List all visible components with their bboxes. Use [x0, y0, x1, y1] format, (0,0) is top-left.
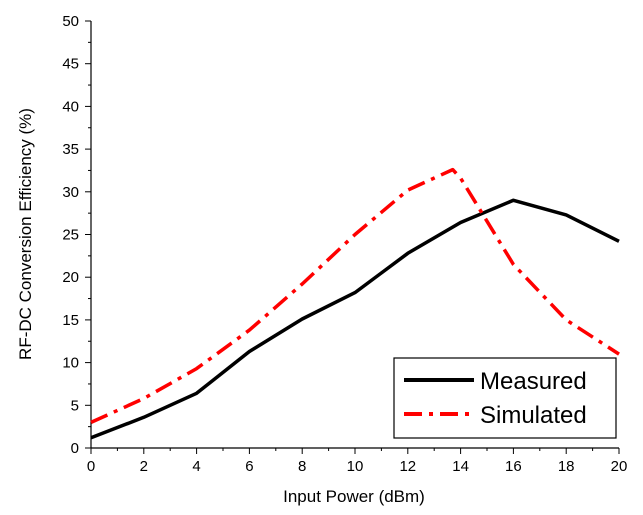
y-tick-label: 35 [62, 141, 79, 158]
y-tick-label: 5 [71, 397, 79, 414]
x-tick-label: 16 [505, 458, 522, 475]
x-tick-label: 4 [192, 458, 200, 475]
series-line-simulated [90, 167, 620, 424]
y-tick-label: 20 [62, 269, 79, 286]
x-tick-label: 14 [452, 458, 469, 475]
axes: 0 2 4 6 8 10 12 14 16 18 20 0 5 10 15 20 25 30 35 40 45 50 [62, 13, 627, 475]
y-tick-label: 40 [62, 98, 79, 115]
x-tick-label: 2 [140, 458, 148, 475]
legend-box [393, 357, 617, 439]
x-tick-label: 10 [347, 458, 364, 475]
x-tick-label: 8 [298, 458, 306, 475]
x-tick-label: 12 [399, 458, 416, 475]
y-tick-label: 30 [62, 184, 79, 201]
x-tick-label: 6 [245, 458, 253, 475]
y-tick-label: 10 [62, 355, 79, 372]
x-tick-label: 0 [87, 458, 95, 475]
legend: Measured Simulated [393, 357, 617, 439]
y-tick-label: 15 [62, 312, 79, 329]
y-tick-label: 25 [62, 227, 79, 244]
y-axis-title: RF-DC Conversion Efficiency (%) [16, 108, 35, 360]
x-tick-label: 20 [611, 458, 628, 475]
plot-lines [90, 167, 620, 440]
y-tick-label: 0 [71, 440, 79, 457]
legend-label-simulated: Simulated [480, 402, 587, 429]
x-axis-title: Input Power (dBm) [283, 487, 425, 506]
legend-label-measured: Measured [480, 368, 587, 395]
y-tick-label: 45 [62, 56, 79, 73]
x-tick-label: 18 [558, 458, 575, 475]
y-tick-label: 50 [62, 13, 79, 30]
series-line-measured [90, 198, 620, 440]
